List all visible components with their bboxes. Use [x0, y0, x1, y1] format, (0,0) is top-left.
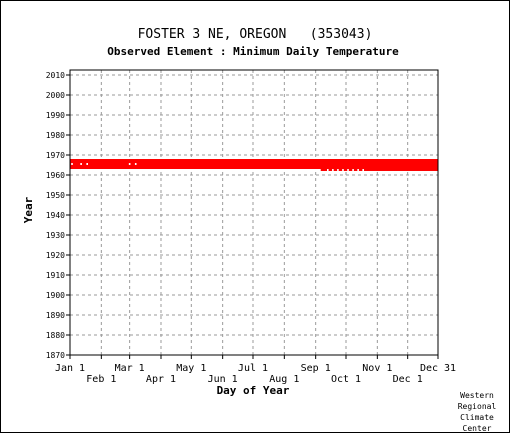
y-tick-label-1910: 1910	[46, 271, 65, 280]
data-block-2	[320, 169, 438, 171]
data-gap-2	[86, 163, 88, 165]
data-gap-8	[342, 169, 344, 171]
data-gap-1	[80, 163, 82, 165]
x-tick-label-jun-1: Jun 1	[208, 374, 238, 385]
credit: Western Regional Climate Center	[458, 391, 497, 433]
credit-line-1: Western	[460, 391, 494, 400]
credit-line-4: Center	[463, 424, 492, 433]
data-gap-9	[347, 169, 349, 171]
y-tick-label-1960: 1960	[46, 171, 65, 180]
x-tick-label-oct-1: Oct 1	[331, 374, 361, 385]
y-tick-label-1870: 1870	[46, 351, 65, 360]
data-gap-0	[71, 163, 73, 165]
x-tick-label-feb-1: Feb 1	[86, 374, 116, 385]
y-tick-label-1970: 1970	[46, 151, 65, 160]
data-gap-12	[362, 169, 364, 171]
x-tick-label-dec-31: Dec 31	[420, 363, 456, 374]
credit-line-2: Regional	[458, 402, 497, 411]
x-tick-label-nov-1: Nov 1	[362, 363, 392, 374]
y-tick-label-1920: 1920	[46, 251, 65, 260]
data-gap-10	[352, 169, 354, 171]
y-tick-label-2000: 2000	[46, 91, 65, 100]
x-tick-label-may-1: May 1	[176, 363, 206, 374]
data-gap-5	[327, 169, 329, 171]
plot-area-border	[69, 69, 439, 356]
y-axis-ticks: 1870 1880 1890 1900 1910 1920 1930 1940 1950 1960…	[46, 71, 70, 360]
data-block-1	[70, 165, 438, 169]
y-tick-label-1930: 1930	[46, 231, 65, 240]
y-tick-label-1900: 1900	[46, 291, 65, 300]
x-axis-ticks: Jan 1 Mar 1 May 1 Jul 1 Sep 1 Nov 1 Dec 31 Feb …	[55, 355, 456, 385]
credit-line-3: Climate	[460, 413, 494, 422]
y-tick-label-2010: 2010	[46, 71, 65, 80]
x-tick-label-mar-1: Mar 1	[115, 363, 145, 374]
chart-subtitle: Observed Element : Minimum Daily Tempera…	[107, 45, 399, 58]
x-tick-label-sep-1: Sep 1	[301, 363, 331, 374]
data-gap-4	[134, 163, 137, 165]
y-tick-label-1990: 1990	[46, 111, 65, 120]
y-tick-label-1890: 1890	[46, 311, 65, 320]
y-tick-label-1950: 1950	[46, 191, 65, 200]
grid-lines	[70, 70, 438, 355]
x-tick-label-jan-1: Jan 1	[55, 363, 85, 374]
x-tick-label-dec-1: Dec 1	[393, 374, 423, 385]
x-tick-label-apr-1: Apr 1	[146, 374, 176, 385]
data-block-0	[70, 159, 438, 165]
chart-title: FOSTER 3 NE, OREGON (353043)	[138, 27, 373, 42]
y-tick-label-1940: 1940	[46, 211, 65, 220]
y-tick-label-1980: 1980	[46, 131, 65, 140]
data-gap-3	[128, 163, 131, 165]
y-axis-label: Year	[22, 196, 35, 223]
x-tick-label-jul-1: Jul 1	[238, 363, 268, 374]
data-gap-6	[332, 169, 334, 171]
data-points	[70, 159, 438, 171]
x-tick-label-aug-1: Aug 1	[269, 374, 299, 385]
y-tick-label-1880: 1880	[46, 331, 65, 340]
data-gap-11	[357, 169, 359, 171]
data-gap-7	[337, 169, 339, 171]
x-axis-label: Day of Year	[217, 384, 290, 397]
